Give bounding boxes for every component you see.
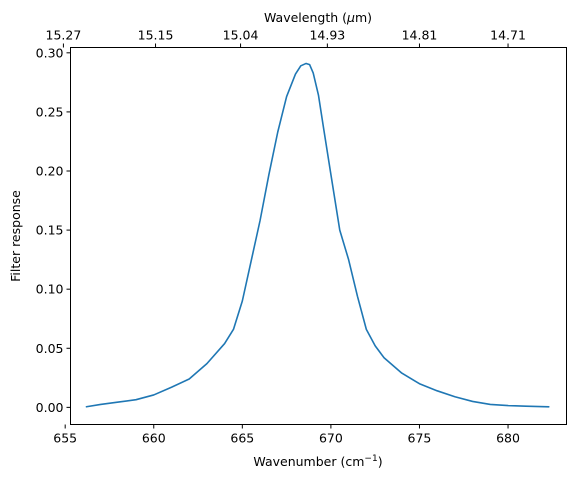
top-tick-label: 14.81 <box>402 28 438 43</box>
top-axis-label: Wavelength (μm) <box>264 10 372 25</box>
top-axis-label-unit: m) <box>355 10 372 25</box>
x-axis-label-main: Wavenumber (cm <box>253 454 364 469</box>
y-tick-label: 0.25 <box>36 104 64 119</box>
x-tick-label: 675 <box>408 431 432 446</box>
y-axis-label: Filter response <box>8 190 23 282</box>
y-tick-label: 0.30 <box>36 45 64 60</box>
top-tick-label: 14.93 <box>309 28 345 43</box>
x-axis-label-sup: −1 <box>364 454 377 464</box>
x-tick-label: 670 <box>319 431 343 446</box>
x-tick-label: 665 <box>230 431 254 446</box>
plot-frame <box>70 47 567 425</box>
top-axis-label-mu: μ <box>346 10 355 25</box>
top-tick-label: 15.15 <box>138 28 174 43</box>
y-axis-left: 0.00 0.05 0.10 0.15 0.20 0.25 0.30 <box>36 45 71 415</box>
top-tick-label: 14.71 <box>490 28 526 43</box>
x-axis-top: 15.27 15.15 15.04 14.93 14.81 14.71 <box>46 28 526 48</box>
y-tick-label: 0.20 <box>36 164 64 179</box>
x-tick-label: 680 <box>496 431 520 446</box>
y-tick-label: 0.00 <box>36 400 64 415</box>
top-tick-label: 15.04 <box>223 28 259 43</box>
chart-marks <box>85 62 550 408</box>
x-tick-label: 660 <box>142 431 166 446</box>
x-axis-label: Wavenumber (cm−1) <box>253 454 382 469</box>
x-tick-label: 655 <box>53 431 77 446</box>
top-tick-label: 15.27 <box>46 28 82 43</box>
y-tick-label: 0.05 <box>36 341 64 356</box>
x-axis-bottom: 655 660 665 670 675 680 <box>53 424 520 446</box>
series-line-1 <box>85 62 550 408</box>
top-axis-label-prefix: Wavelength ( <box>264 10 347 25</box>
y-tick-label: 0.15 <box>36 223 64 238</box>
y-tick-label: 0.10 <box>36 282 64 297</box>
x-axis-label-close: ) <box>378 454 383 469</box>
